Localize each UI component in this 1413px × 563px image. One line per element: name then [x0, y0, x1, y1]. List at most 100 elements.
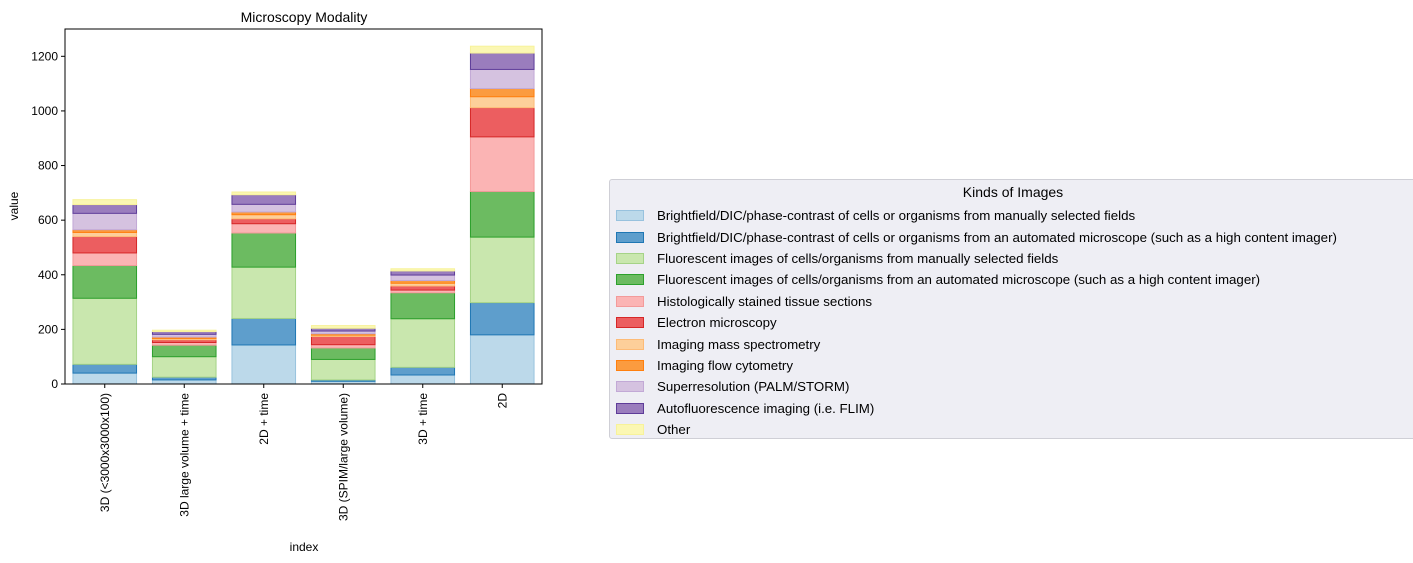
bar-segment	[310, 325, 376, 329]
bar-segment	[231, 317, 297, 346]
bar-segment	[151, 379, 217, 385]
bar-segment	[231, 223, 297, 234]
legend-label: Imaging flow cytometry	[657, 357, 793, 373]
bar-segment	[231, 214, 297, 220]
legend-label: Other	[657, 422, 691, 438]
bar-segment	[390, 292, 456, 320]
bar-segment	[390, 366, 456, 376]
bar-segment	[390, 270, 456, 276]
legend-entry: Fluorescent images of cells/organisms fr…	[616, 248, 1413, 269]
x-tick-label: 3D (<3000x3000x100)	[98, 393, 112, 512]
legend-entry: Imaging flow cytometry	[616, 355, 1413, 376]
bar-segment	[72, 264, 138, 299]
legend-swatch	[616, 338, 644, 350]
legend-swatch	[616, 210, 644, 222]
x-tick-label: 2D	[495, 393, 509, 409]
bar-segment	[151, 344, 217, 358]
y-axis-label: value	[7, 191, 21, 220]
bar-segment	[231, 203, 297, 213]
legend-label: Histologically stained tissue sections	[657, 293, 873, 309]
bar-segment	[310, 347, 376, 360]
bar-segment	[469, 96, 535, 109]
legend-swatch	[616, 295, 644, 307]
bar-segment	[72, 204, 138, 214]
y-tick-label: 200	[38, 322, 58, 336]
bar-segment	[72, 363, 138, 374]
bar-segment	[310, 335, 376, 346]
bar-segment	[151, 356, 217, 378]
legend-entry: Superresolution (PALM/STORM)	[616, 376, 1413, 397]
x-axis-label: index	[290, 540, 319, 554]
legend-swatch	[616, 402, 644, 414]
y-tick-label: 1000	[31, 104, 58, 118]
legend-swatch	[616, 381, 644, 393]
bar-segment	[72, 252, 138, 266]
legend-label: Fluorescent images of cells/organisms fr…	[657, 272, 1261, 288]
bar-segment	[231, 218, 297, 225]
bar-segment	[390, 285, 456, 291]
bar-segment	[469, 68, 535, 90]
legend-label: Fluorescent images of cells/organisms fr…	[657, 250, 1059, 266]
bar-segment	[469, 45, 535, 54]
legend-entry: Electron microscopy	[616, 312, 1413, 333]
legend-label: Brightfield/DIC/phase-contrast of cells …	[657, 229, 1337, 245]
bar-segment	[72, 199, 138, 206]
bar-segment	[469, 52, 535, 70]
chart-title: Microscopy Modality	[241, 9, 368, 25]
bars-group	[72, 45, 535, 385]
bar-segment	[469, 334, 535, 385]
legend-swatch	[616, 424, 644, 436]
bar-segment	[469, 88, 535, 98]
legend-list: Brightfield/DIC/phase-contrast of cells …	[616, 205, 1413, 440]
legend-entry: Autofluorescence imaging (i.e. FLIM)	[616, 398, 1413, 419]
bar-segment	[469, 190, 535, 238]
legend-swatch	[616, 317, 644, 329]
x-tick-label: 3D (SPIM/large volume)	[336, 393, 350, 521]
bar-segment	[231, 344, 297, 385]
legend-swatch	[616, 359, 644, 371]
x-tick-label: 3D large volume + time	[177, 393, 191, 517]
bar-segment	[310, 358, 376, 381]
legend-entry: Imaging mass spectrometry	[616, 333, 1413, 354]
bar-segment	[72, 236, 138, 254]
legend-label: Electron microscopy	[657, 315, 777, 331]
bar-segment	[72, 372, 138, 385]
plot-frame	[64, 28, 543, 385]
y-axis: 0 200 400 600 800 1000 1200	[31, 49, 65, 391]
bar-segment	[151, 329, 217, 333]
legend-entry: Brightfield/DIC/phase-contrast of cells …	[616, 205, 1413, 226]
y-tick-label: 600	[38, 213, 58, 227]
legend-entry: Other	[616, 419, 1413, 440]
bar-segment	[469, 136, 535, 192]
legend-swatch	[616, 252, 644, 264]
bar-segment	[72, 212, 138, 231]
bar-segment	[469, 302, 535, 336]
legend-title: Kinds of Images	[962, 184, 1064, 200]
bar-segment	[72, 297, 138, 365]
bar-segment	[390, 374, 456, 385]
y-tick-label: 400	[38, 268, 58, 282]
bar-segment	[231, 191, 297, 196]
y-tick-label: 1200	[31, 49, 58, 63]
legend-swatch	[616, 231, 644, 243]
y-tick-label: 800	[38, 159, 58, 173]
bar-segment	[231, 266, 297, 319]
x-tick-label: 3D + time	[416, 393, 430, 445]
legend-entry: Fluorescent images of cells/organisms fr…	[616, 269, 1413, 290]
bar-segment	[390, 274, 456, 282]
bar-segment	[469, 236, 535, 304]
bar-segment	[390, 268, 456, 272]
y-tick-label: 0	[51, 377, 58, 391]
legend-entry: Brightfield/DIC/phase-contrast of cells …	[616, 226, 1413, 247]
legend-entry: Histologically stained tissue sections	[616, 291, 1413, 312]
legend-label: Superresolution (PALM/STORM)	[657, 379, 850, 395]
legend-swatch	[616, 274, 644, 286]
legend-label: Imaging mass spectrometry	[657, 336, 821, 352]
bar-segment	[72, 231, 138, 238]
bar-segment	[231, 232, 297, 268]
bar-segment	[469, 107, 535, 138]
bar-segment	[390, 318, 456, 368]
x-tick-label: 2D + time	[257, 393, 271, 445]
bar-segment	[231, 194, 297, 205]
